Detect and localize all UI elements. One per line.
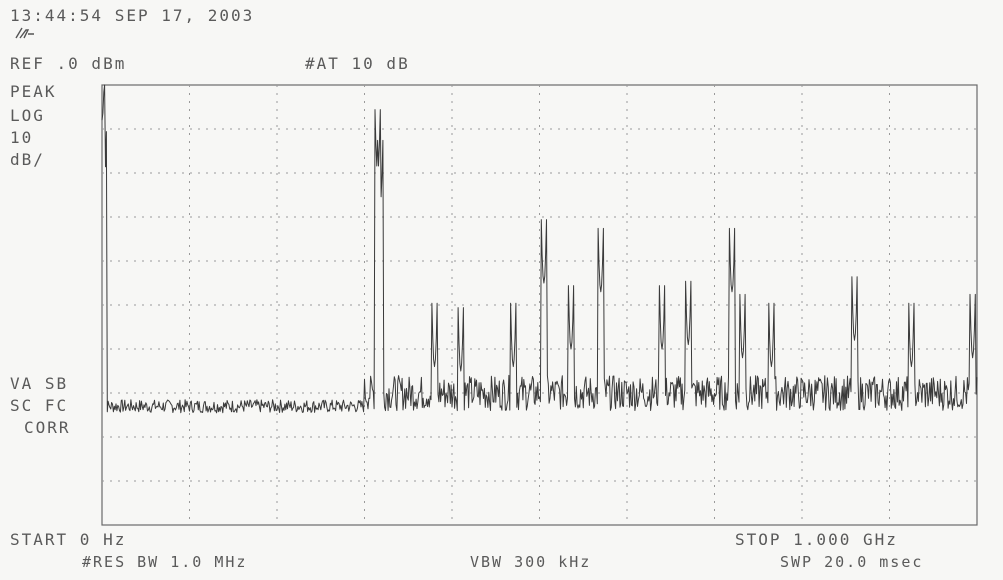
corr-annotation: CORR	[24, 418, 71, 437]
stop-frequency: STOP 1.000 GHz	[735, 530, 898, 549]
resolution-bandwidth: #RES BW 1.0 MHz	[82, 553, 248, 571]
start-frequency: START 0 Hz	[10, 530, 127, 549]
scale-value: 10	[10, 128, 34, 147]
detector-mode: PEAK	[10, 82, 57, 101]
scale-type: LOG	[10, 106, 45, 125]
sweep-time: SWP 20.0 msec	[780, 553, 924, 571]
hp-logo-icon	[15, 27, 34, 39]
va-sb-annotation: VA SB	[10, 374, 69, 393]
timestamp: 13:44:54 SEP 17, 2003	[10, 6, 255, 25]
video-bandwidth: VBW 300 kHz	[470, 553, 592, 571]
attenuation: #AT 10 dB	[305, 54, 410, 73]
plot-grid	[102, 85, 977, 525]
sc-fc-annotation: SC FC	[10, 396, 69, 415]
reference-level: REF .0 dBm	[10, 54, 127, 73]
scale-unit: dB/	[10, 150, 45, 169]
spectrum-trace	[101, 84, 978, 414]
